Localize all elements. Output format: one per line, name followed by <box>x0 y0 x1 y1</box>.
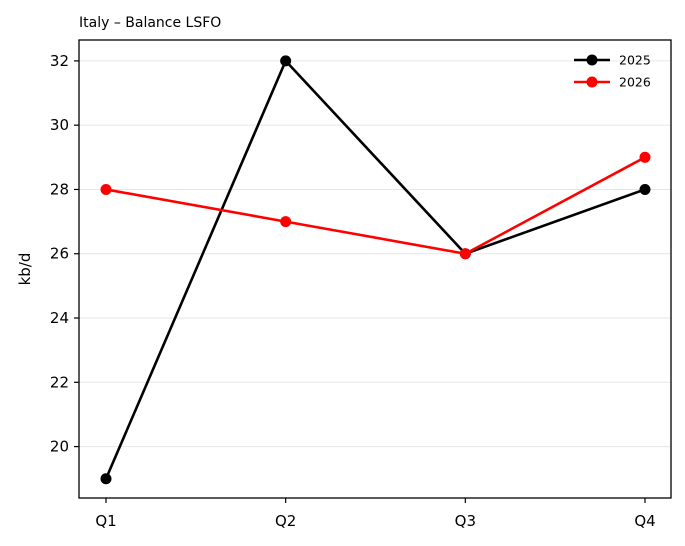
chart-title: Italy – Balance LSFO <box>79 15 221 31</box>
y-tick-label: 30 <box>50 116 69 134</box>
x-axis: Q1 Q2 Q3 Q4 <box>95 498 656 530</box>
legend-label: 2025 <box>619 53 651 68</box>
series-line-2025 <box>104 59 646 480</box>
data-point-2025 <box>639 183 651 195</box>
y-axis-label: kb/d <box>16 253 34 286</box>
y-tick-label: 28 <box>50 180 69 198</box>
legend-marker-2025 <box>586 54 598 66</box>
data-point-2026 <box>280 216 292 228</box>
data-point-2026 <box>100 183 112 195</box>
gridlines <box>79 60 671 448</box>
y-axis: 20 22 24 26 28 30 32 <box>50 52 79 456</box>
y-tick-label: 22 <box>50 373 69 391</box>
x-tick-label: Q4 <box>634 512 655 530</box>
y-tick-label: 26 <box>50 245 69 263</box>
legend-label: 2026 <box>619 75 651 90</box>
data-point-2026 <box>459 248 471 260</box>
data-point-2026 <box>639 151 651 163</box>
y-tick-label: 24 <box>50 309 69 327</box>
x-tick-label: Q3 <box>455 512 476 530</box>
x-tick-label: Q2 <box>275 512 296 530</box>
series-line-2026 <box>105 156 646 256</box>
data-point-2025 <box>280 55 292 67</box>
data-point-2025 <box>100 473 112 485</box>
y-tick-label: 20 <box>50 438 69 456</box>
legend-marker-2026 <box>586 76 598 88</box>
series-layer <box>100 55 651 485</box>
plot-frame <box>78 39 672 499</box>
legend: 2025 2026 <box>574 53 651 90</box>
x-tick-label: Q1 <box>95 512 116 530</box>
y-tick-label: 32 <box>50 52 69 70</box>
